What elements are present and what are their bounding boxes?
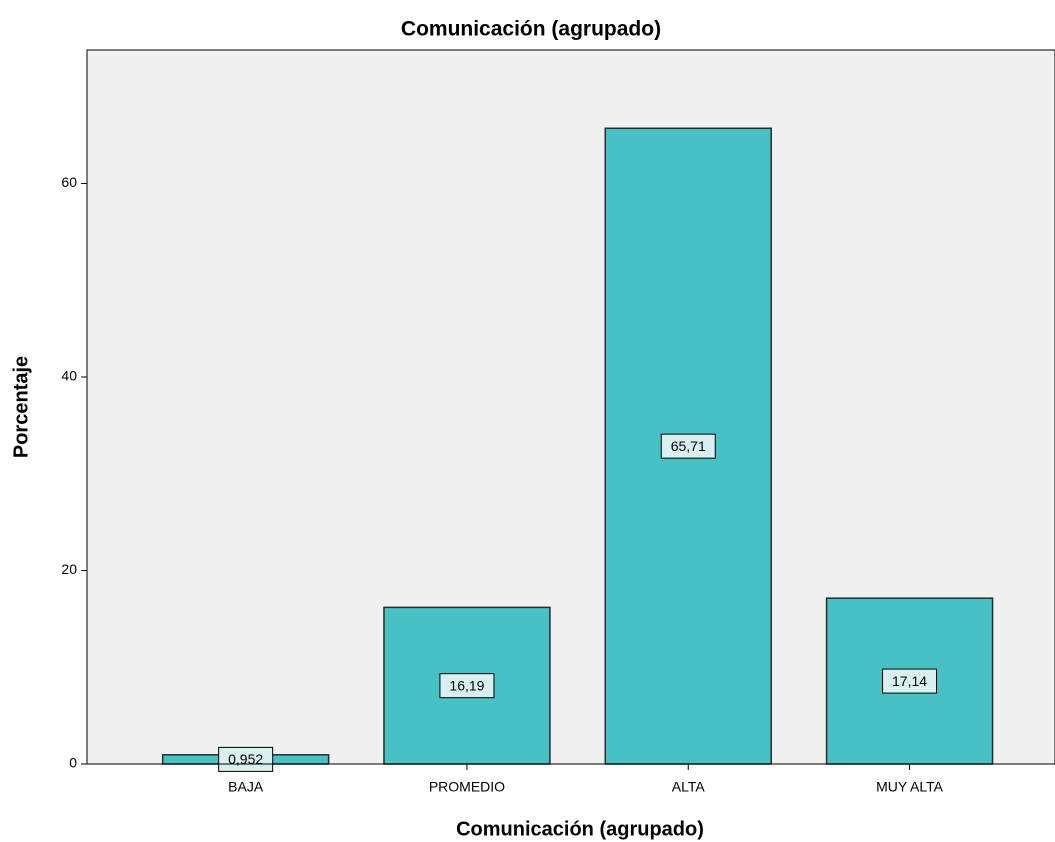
x-tick-label: MUY ALTA [876,779,944,795]
value-label: 65,71 [671,438,706,454]
y-tick-label: 60 [61,174,77,190]
y-tick-label: 40 [61,368,77,384]
value-label: 17,14 [892,673,927,689]
value-label: 16,19 [449,677,484,693]
value-label-box [439,673,495,699]
x-axis-title: Comunicación (agrupado) [456,818,704,840]
value-label: 0,952 [228,751,263,767]
chart-title: Comunicación (agrupado) [401,18,661,41]
x-tick-label: ALTA [672,779,706,795]
y-tick-label: 20 [61,561,77,577]
value-label-box [218,746,274,772]
y-tick-label: 0 [69,755,77,771]
y-axis-title: Porcentaje [10,356,32,458]
value-label-box [882,668,938,694]
x-tick-label: PROMEDIO [429,779,505,795]
x-tick-label: BAJA [228,779,264,795]
value-label-box [660,433,716,459]
